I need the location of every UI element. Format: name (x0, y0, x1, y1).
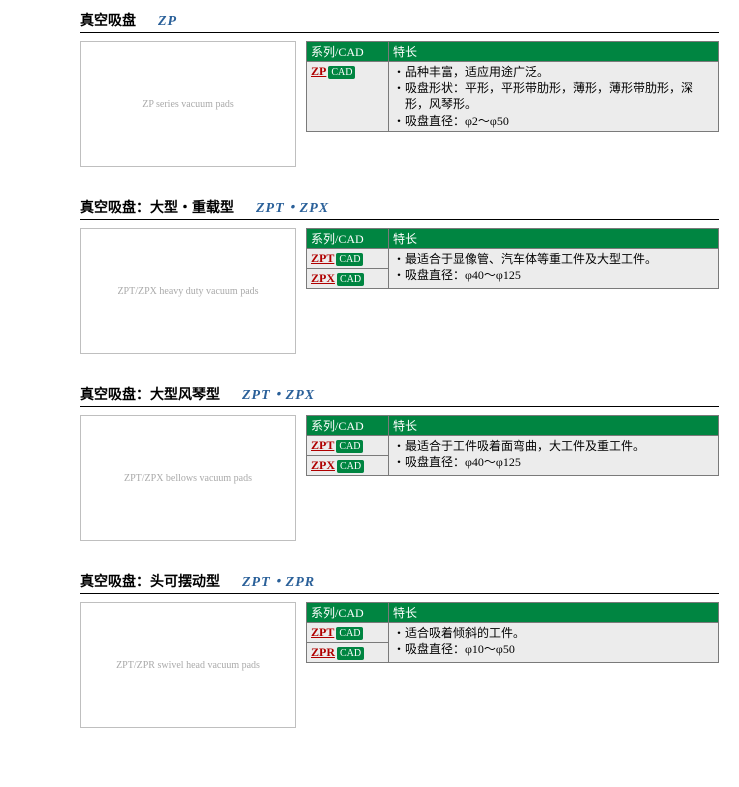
section-title-code: ZP (158, 14, 177, 30)
section-header: 真空吸盘：头可摆动型 ZPT・ZPR (80, 571, 719, 594)
series-header: 系列/CAD (307, 229, 389, 249)
feature-header: 特长 (389, 416, 719, 436)
cad-badge[interactable]: CAD (337, 647, 364, 660)
section-body: ZPT/ZPR swivel head vacuum pads系列/CAD特长Z… (80, 602, 719, 728)
product-image: ZP series vacuum pads (80, 41, 296, 167)
feature-item: 最适合于工件吸着面弯曲，大工件及重工件。 (393, 438, 714, 454)
feature-item: 适合吸着倾斜的工件。 (393, 625, 714, 641)
feature-list: 适合吸着倾斜的工件。吸盘直径：φ10～φ50 (393, 625, 714, 657)
cad-badge[interactable]: CAD (336, 253, 363, 266)
product-image: ZPT/ZPR swivel head vacuum pads (80, 602, 296, 728)
section-title-code: ZPT・ZPX (242, 384, 315, 404)
series-header: 系列/CAD (307, 603, 389, 623)
series-cell: ZPTCADZPXCAD (307, 249, 389, 289)
feature-item: 吸盘直径：φ40～φ125 (393, 454, 714, 470)
info-table: 系列/CAD特长ZPTCADZPXCAD最适合于工件吸着面弯曲，大工件及重工件。… (306, 415, 719, 476)
section-title-main: 真空吸盘 (80, 10, 136, 30)
product-image: ZPT/ZPX bellows vacuum pads (80, 415, 296, 541)
info-table: 系列/CAD特长ZPTCADZPXCAD最适合于显像管、汽车体等重工件及大型工件… (306, 228, 719, 289)
series-header: 系列/CAD (307, 416, 389, 436)
series-link[interactable]: ZPX (311, 271, 335, 285)
info-table: 系列/CAD特长ZPCAD品种丰富，适应用途广泛。吸盘形状：平形，平形带肋形，薄… (306, 41, 719, 132)
section-body: ZPT/ZPX bellows vacuum pads系列/CAD特长ZPTCA… (80, 415, 719, 541)
section-header: 真空吸盘：大型・重载型 ZPT・ZPX (80, 197, 719, 220)
feature-cell: 最适合于工件吸着面弯曲，大工件及重工件。吸盘直径：φ40～φ125 (389, 436, 719, 476)
feature-item: 吸盘形状：平形，平形带肋形，薄形，薄形带肋形，深形，风琴形。 (393, 80, 714, 112)
section-title-main: 真空吸盘：大型・重载型 (80, 197, 234, 217)
feature-header: 特长 (389, 229, 719, 249)
feature-cell: 适合吸着倾斜的工件。吸盘直径：φ10～φ50 (389, 623, 719, 663)
section-body: ZP series vacuum pads系列/CAD特长ZPCAD品种丰富，适… (80, 41, 719, 167)
product-section: 真空吸盘ZPZP series vacuum pads系列/CAD特长ZPCAD… (0, 10, 739, 167)
product-section: 真空吸盘：大型风琴型 ZPT・ZPX ZPT/ZPX bellows vacuum … (0, 384, 739, 541)
feature-cell: 品种丰富，适应用途广泛。吸盘形状：平形，平形带肋形，薄形，薄形带肋形，深形，风琴… (389, 62, 719, 132)
product-section: 真空吸盘：头可摆动型 ZPT・ZPR ZPT/ZPR swivel head vac… (0, 571, 739, 728)
series-cell: ZPTCADZPXCAD (307, 436, 389, 476)
product-section: 真空吸盘：大型・重载型 ZPT・ZPX ZPT/ZPX heavy duty vac… (0, 197, 739, 354)
section-title-code: ZPT・ZPR (242, 571, 315, 591)
feature-cell: 最适合于显像管、汽车体等重工件及大型工件。吸盘直径：φ40～φ125 (389, 249, 719, 289)
series-link[interactable]: ZP (311, 64, 326, 78)
series-header: 系列/CAD (307, 42, 389, 62)
feature-header: 特长 (389, 603, 719, 623)
feature-item: 吸盘直径：φ10～φ50 (393, 641, 714, 657)
feature-list: 最适合于工件吸着面弯曲，大工件及重工件。吸盘直径：φ40～φ125 (393, 438, 714, 470)
feature-item: 最适合于显像管、汽车体等重工件及大型工件。 (393, 251, 714, 267)
cad-badge[interactable]: CAD (337, 273, 364, 286)
product-image: ZPT/ZPX heavy duty vacuum pads (80, 228, 296, 354)
info-table: 系列/CAD特长ZPTCADZPRCAD适合吸着倾斜的工件。吸盘直径：φ10～φ… (306, 602, 719, 663)
section-title-main: 真空吸盘：头可摆动型 (80, 571, 220, 591)
series-link[interactable]: ZPR (311, 645, 335, 659)
feature-item: 吸盘直径：φ40～φ125 (393, 267, 714, 283)
feature-list: 最适合于显像管、汽车体等重工件及大型工件。吸盘直径：φ40～φ125 (393, 251, 714, 283)
section-header: 真空吸盘 ZP (80, 10, 719, 33)
feature-list: 品种丰富，适应用途广泛。吸盘形状：平形，平形带肋形，薄形，薄形带肋形，深形，风琴… (393, 64, 714, 129)
section-body: ZPT/ZPX heavy duty vacuum pads系列/CAD特长ZP… (80, 228, 719, 354)
series-cell: ZPTCADZPRCAD (307, 623, 389, 663)
feature-item: 品种丰富，适应用途广泛。 (393, 64, 714, 80)
section-header: 真空吸盘：大型风琴型 ZPT・ZPX (80, 384, 719, 407)
cad-badge[interactable]: CAD (337, 460, 364, 473)
series-link[interactable]: ZPT (311, 625, 334, 639)
series-cell: ZPCAD (307, 62, 389, 132)
series-link[interactable]: ZPT (311, 438, 334, 452)
cad-badge[interactable]: CAD (336, 627, 363, 640)
cad-badge[interactable]: CAD (328, 66, 355, 79)
feature-header: 特长 (389, 42, 719, 62)
cad-badge[interactable]: CAD (336, 440, 363, 453)
section-title-code: ZPT・ZPX (256, 197, 329, 217)
feature-item: 吸盘直径：φ2～φ50 (393, 113, 714, 129)
series-link[interactable]: ZPT (311, 251, 334, 265)
section-title-main: 真空吸盘：大型风琴型 (80, 384, 220, 404)
series-link[interactable]: ZPX (311, 458, 335, 472)
